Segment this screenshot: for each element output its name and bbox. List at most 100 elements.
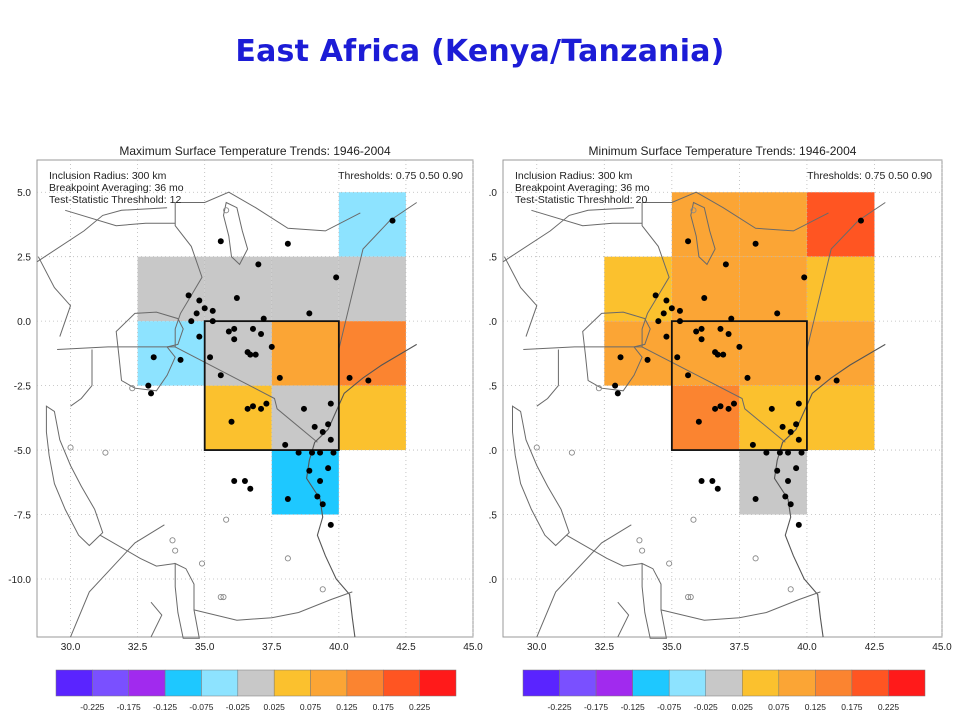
station-marker-open <box>568 449 575 456</box>
colorbar-swatch <box>310 669 348 697</box>
station-marker <box>644 356 651 363</box>
colorbar-swatch <box>383 669 420 697</box>
lake-outline <box>115 311 184 392</box>
station-marker <box>752 240 759 247</box>
colorbar-label: 0.225 <box>878 702 900 712</box>
station-marker <box>231 478 238 485</box>
station-marker <box>346 374 353 381</box>
station-marker-open <box>685 593 692 601</box>
colorbar-label: -0.225 <box>80 702 104 712</box>
lat-tick-label: -2.5 <box>14 382 32 393</box>
panel-info-line: Inclusion Radius: 300 km <box>515 170 633 182</box>
trend-cell <box>338 321 406 386</box>
station-marker-open <box>129 385 136 392</box>
station-marker <box>774 467 781 474</box>
station-marker <box>177 356 184 363</box>
trend-cell <box>604 256 672 322</box>
station-marker <box>720 351 727 358</box>
lake-outline <box>690 201 716 266</box>
station-marker <box>284 240 291 247</box>
station-marker <box>730 400 737 407</box>
trend-cell <box>739 450 807 515</box>
station-marker <box>787 429 794 436</box>
station-marker-open <box>198 560 206 567</box>
station-marker <box>663 333 670 340</box>
station-marker <box>795 521 802 528</box>
colorbar-swatch <box>128 669 166 697</box>
station-marker <box>612 382 619 389</box>
station-marker <box>701 294 708 301</box>
trend-cell <box>204 385 272 451</box>
lon-tick-label: 30.0 <box>527 642 547 653</box>
station-marker <box>698 325 705 332</box>
country-border <box>806 202 886 350</box>
station-marker <box>244 349 251 356</box>
colorbar-swatch <box>632 669 670 697</box>
colorbar-swatch <box>522 669 560 697</box>
trend-cell <box>671 256 740 322</box>
station-marker-open <box>223 207 230 214</box>
lat-tick-label: -10.0 <box>8 575 31 586</box>
country-border <box>536 524 632 638</box>
station-marker-open <box>690 516 697 523</box>
colorbar-label: -0.075 <box>657 702 681 712</box>
station-marker <box>714 485 721 492</box>
station-marker-open <box>223 516 230 523</box>
station-marker <box>768 405 775 412</box>
station-marker <box>652 292 659 299</box>
station-marker <box>295 449 302 456</box>
station-marker-open <box>636 537 643 544</box>
colorbar-swatch <box>888 669 926 697</box>
country-border <box>70 524 165 638</box>
colorbar-min: -0.225 -0.175 -0.125 -0.075 -0.025 0.025 0.075… <box>522 669 926 712</box>
lake-outline <box>174 562 200 639</box>
station-marker <box>725 331 732 338</box>
station-marker <box>196 333 203 340</box>
station-marker <box>685 238 692 245</box>
trend-cell <box>271 321 339 386</box>
lon-tick-label: 45.0 <box>932 642 952 653</box>
station-marker <box>798 449 805 456</box>
trend-cell <box>204 321 272 386</box>
map-panel-max: Maximum Surface Temperature Trends: 1946… <box>8 144 483 653</box>
station-marker <box>693 328 700 335</box>
station-marker <box>252 351 259 358</box>
colorbar-label: 0.175 <box>373 702 395 712</box>
station-marker <box>752 496 759 503</box>
colorbar-label: 0.175 <box>841 702 863 712</box>
lake-outline <box>582 311 651 392</box>
station-marker <box>793 421 800 428</box>
station-marker <box>249 403 256 410</box>
station-marker <box>319 501 326 508</box>
lat-tick-label: 0.0 <box>17 317 31 328</box>
lat-tick-label: .0 <box>489 575 498 586</box>
station-marker <box>776 449 783 456</box>
lake-outline <box>222 201 249 266</box>
study-region-box <box>203 320 340 451</box>
station-marker <box>327 436 334 443</box>
trend-cell <box>806 256 875 322</box>
panel-info-line: Test-Statistic Threshhold: 20 <box>515 194 647 206</box>
station-marker <box>763 449 770 456</box>
colorbar-swatch <box>668 669 706 697</box>
station-marker <box>795 436 802 443</box>
trend-cell <box>671 192 740 257</box>
page-title: East Africa (Kenya/Tanzania) <box>235 34 725 69</box>
colorbar-swatch <box>273 669 311 697</box>
lon-tick-label: 40.0 <box>797 642 817 653</box>
station-marker-open <box>67 444 74 451</box>
station-marker-open <box>752 555 759 562</box>
coastline <box>306 343 417 638</box>
station-marker <box>785 449 792 456</box>
station-marker <box>668 305 675 312</box>
trend-cell <box>271 450 339 515</box>
trend-cell <box>338 256 406 322</box>
station-marker <box>217 238 224 245</box>
station-marker <box>217 372 224 379</box>
country-border <box>536 385 559 407</box>
station-marker <box>209 318 216 325</box>
station-marker <box>709 478 716 485</box>
station-marker <box>736 343 743 350</box>
colorbar-label: 0.075 <box>300 702 322 712</box>
